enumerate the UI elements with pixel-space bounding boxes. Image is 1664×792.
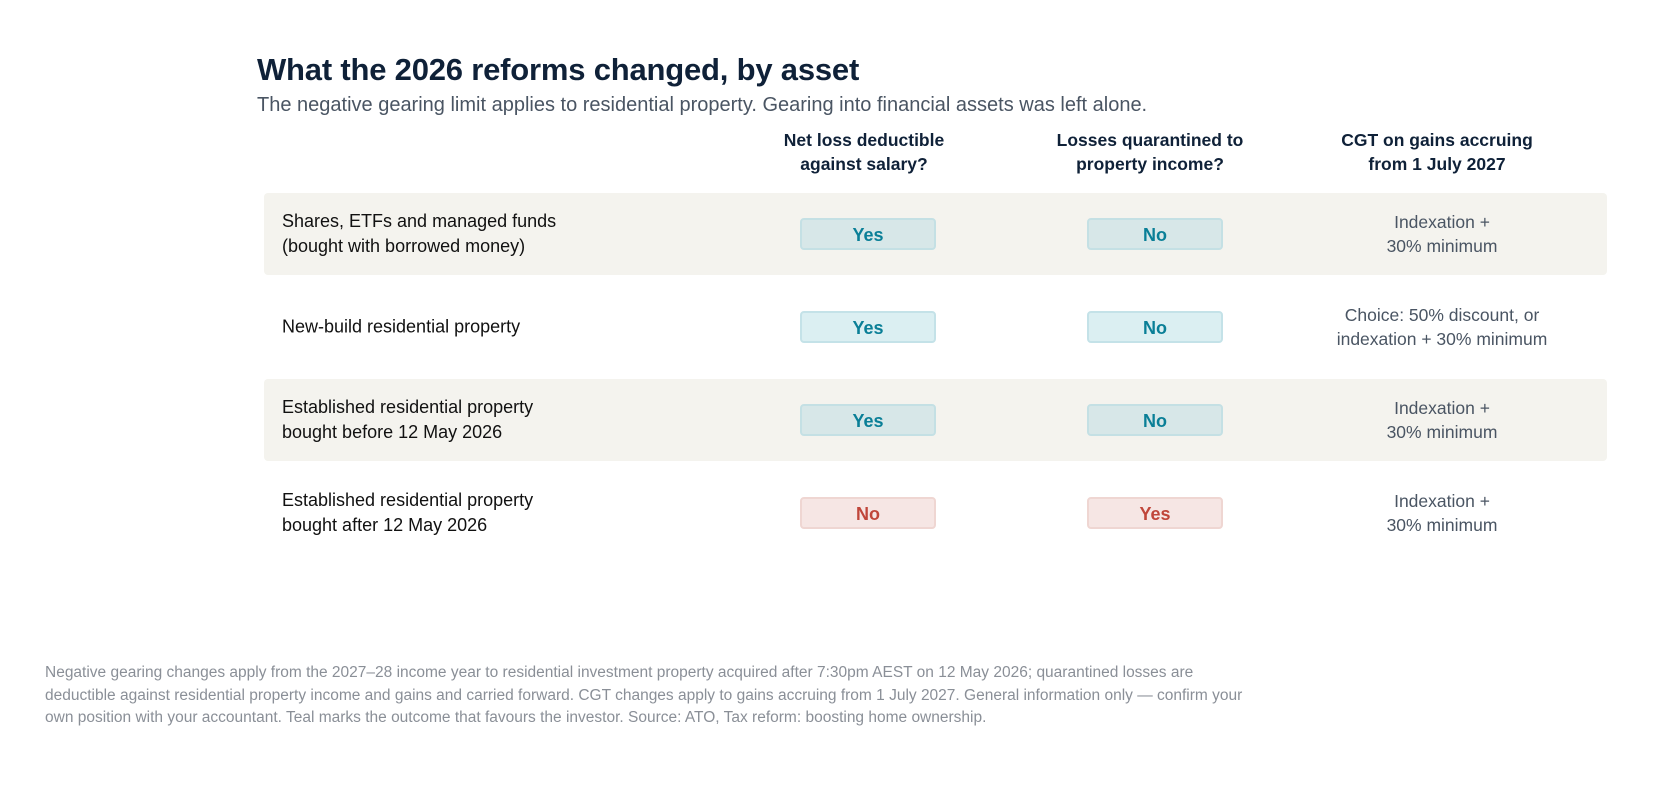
quarantined-badge: Yes [1087, 497, 1223, 529]
cgt-treatment: Choice: 50% discount, or indexation + 30… [1317, 303, 1567, 351]
table-row: Established residential property bought … [264, 379, 1607, 461]
column-header-quarantined: Losses quarantined to property income? [1030, 128, 1270, 176]
column-headers: Net loss deductible against salary? Loss… [257, 128, 1607, 188]
asset-label-line: (bought with borrowed money) [282, 236, 526, 256]
column-header-deductible: Net loss deductible against salary? [744, 128, 984, 176]
cgt-line: Indexation + [1394, 398, 1490, 418]
cgt-line: 30% minimum [1386, 236, 1498, 256]
deductible-badge: Yes [800, 218, 936, 250]
cgt-line: Choice: 50% discount, or [1344, 305, 1540, 325]
deductible-badge: Yes [800, 404, 936, 436]
asset-label-line: bought before 12 May 2026 [282, 422, 503, 442]
asset-label-line: New-build residential property [282, 316, 521, 337]
quarantined-badge: No [1087, 311, 1223, 343]
asset-label: Established residential property bought … [282, 395, 702, 445]
cgt-line: 30% minimum [1386, 422, 1498, 442]
column-header-cgt: CGT on gains accruing from 1 July 2027 [1317, 128, 1557, 176]
cgt-treatment: Indexation + 30% minimum [1317, 396, 1567, 444]
table-row: Established residential property bought … [264, 472, 1607, 554]
column-header-line: Losses quarantined to [1056, 130, 1244, 150]
cgt-treatment: Indexation + 30% minimum [1317, 210, 1567, 258]
cgt-line: indexation + 30% minimum [1336, 329, 1548, 349]
table-row: Shares, ETFs and managed funds (bought w… [264, 193, 1607, 275]
column-header-line: Net loss deductible [783, 130, 945, 150]
column-header-line: CGT on gains accruing [1341, 130, 1533, 150]
asset-table: Shares, ETFs and managed funds (bought w… [264, 193, 1607, 565]
quarantined-badge: No [1087, 404, 1223, 436]
column-header-line: property income? [1076, 154, 1224, 174]
content: What the 2026 reforms changed, by asset … [257, 50, 1607, 535]
quarantined-badge: No [1087, 218, 1223, 250]
asset-label-line: Shares, ETFs and managed funds [282, 211, 557, 231]
page-title: What the 2026 reforms changed, by asset [257, 52, 860, 87]
asset-label: Shares, ETFs and managed funds (bought w… [282, 209, 702, 259]
cgt-treatment: Indexation + 30% minimum [1317, 489, 1567, 537]
column-header-line: from 1 July 2027 [1368, 154, 1506, 174]
asset-label: Established residential property bought … [282, 488, 702, 538]
asset-label-line: Established residential property [282, 397, 534, 417]
cgt-line: Indexation + [1394, 212, 1490, 232]
asset-label: New-build residential property [282, 315, 702, 340]
table-row: New-build residential property Yes No Ch… [264, 286, 1607, 368]
cgt-line: 30% minimum [1386, 515, 1498, 535]
footnote: Negative gearing changes apply from the … [45, 664, 1243, 726]
page-subtitle: The negative gearing limit applies to re… [257, 94, 1148, 116]
deductible-badge: No [800, 497, 936, 529]
asset-label-line: Established residential property [282, 490, 534, 510]
deductible-badge: Yes [800, 311, 936, 343]
asset-label-line: bought after 12 May 2026 [282, 515, 488, 535]
cgt-line: Indexation + [1394, 491, 1490, 511]
column-header-line: against salary? [800, 154, 928, 174]
